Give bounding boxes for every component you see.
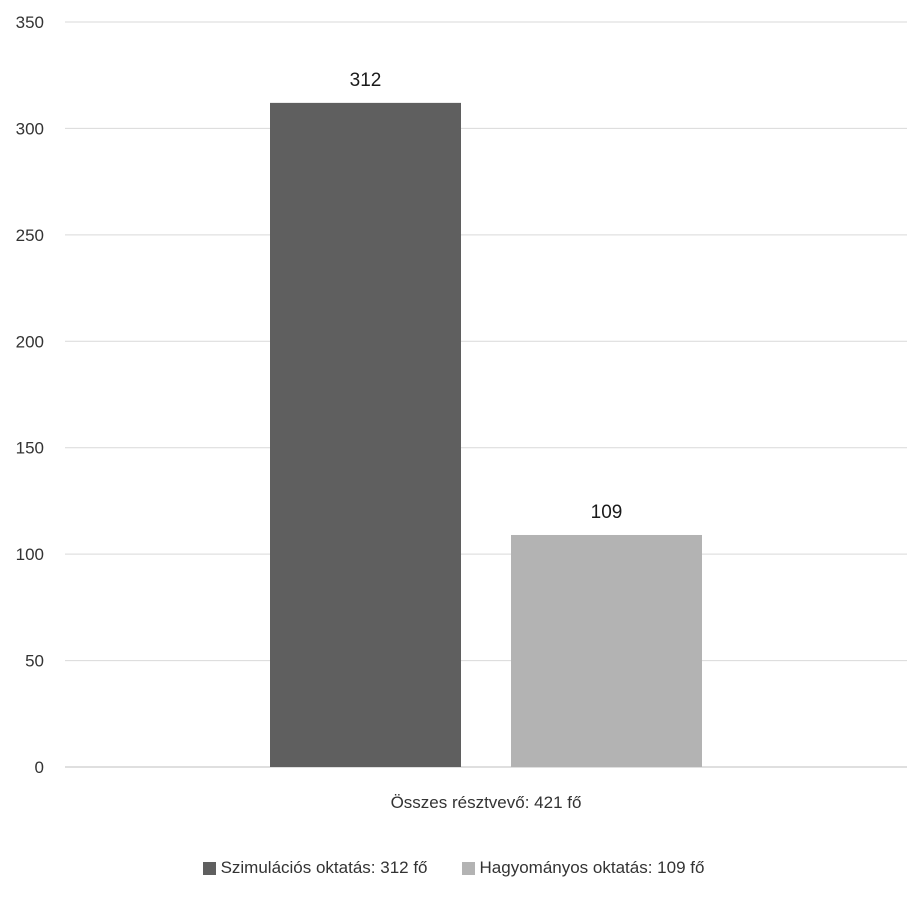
legend-item-simulation: Szimulációs oktatás: 312 fő (202, 858, 428, 878)
legend: Szimulációs oktatás: 312 fő Hagyományos … (0, 858, 907, 878)
y-tick-label-150: 150 (16, 439, 44, 458)
bars (270, 102, 702, 767)
y-tick-label-0: 0 (35, 758, 44, 777)
legend-label-simulation: Szimulációs oktatás: 312 fő (220, 858, 428, 877)
data-label-series-0: 312 (350, 70, 382, 91)
x-axis: Összes résztvevő: 421 fő (391, 793, 582, 812)
y-axis: 0 50 100 150 200 250 300 350 (16, 13, 44, 777)
x-category-label: Összes résztvevő: 421 fő (391, 793, 582, 812)
y-tick-label-50: 50 (25, 652, 44, 671)
legend-label-traditional: Hagyományos oktatás: 109 fő (479, 858, 705, 877)
bar-series-1 (511, 534, 702, 767)
data-label-series-1: 109 (591, 502, 623, 523)
y-tick-label-350: 350 (16, 13, 44, 32)
data-labels: 312 109 (350, 70, 623, 523)
y-tick-label-300: 300 (16, 119, 44, 138)
legend-item-traditional: Hagyományos oktatás: 109 fő (461, 858, 705, 878)
y-tick-label-250: 250 (16, 226, 44, 245)
bar-series-0 (270, 102, 461, 767)
y-tick-label-100: 100 (16, 545, 44, 564)
y-tick-label-200: 200 (16, 332, 44, 351)
legend-swatch-traditional (461, 861, 475, 875)
gridlines (65, 21, 907, 768)
legend-swatch-simulation (202, 861, 216, 875)
